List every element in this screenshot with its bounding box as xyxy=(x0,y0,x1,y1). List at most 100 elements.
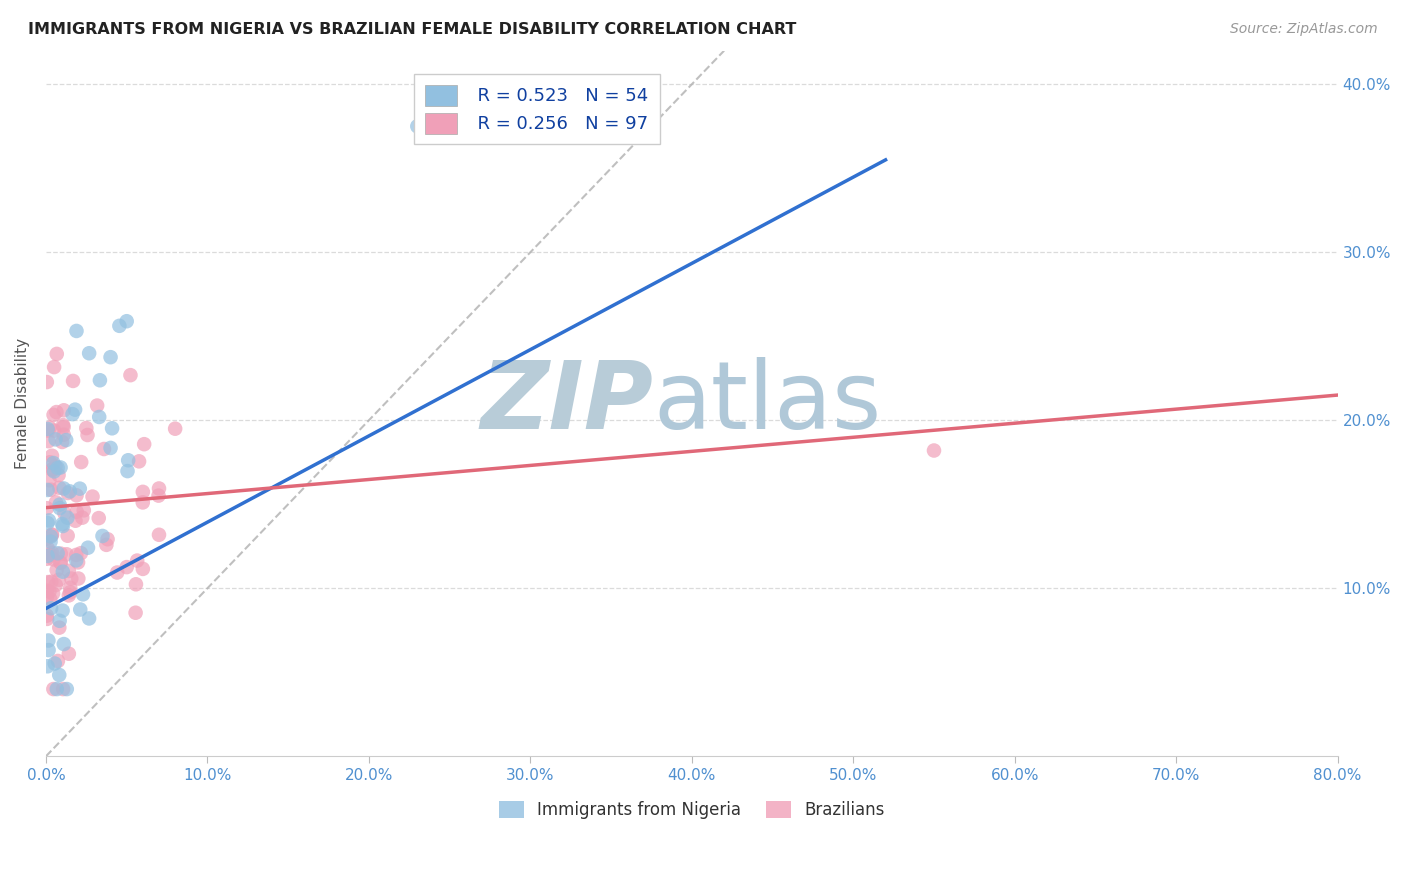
Point xyxy=(39,529,62,543)
Point xyxy=(38,584,60,599)
Point xyxy=(65,514,87,528)
Point xyxy=(39,592,62,607)
Point xyxy=(38,643,60,657)
Point xyxy=(49,556,72,570)
Point xyxy=(49,501,72,516)
Point xyxy=(42,408,65,422)
Point xyxy=(49,556,72,570)
Point xyxy=(39,483,62,497)
Point xyxy=(52,565,75,579)
Point xyxy=(63,402,86,417)
Point xyxy=(165,422,187,436)
Point xyxy=(35,608,58,623)
Point xyxy=(55,433,77,447)
Point xyxy=(38,455,60,469)
Point xyxy=(58,564,80,578)
Point xyxy=(67,555,90,569)
Point xyxy=(35,375,58,389)
Point xyxy=(37,659,59,673)
Point xyxy=(35,591,58,605)
Point xyxy=(52,519,75,533)
Point xyxy=(87,511,110,525)
Point xyxy=(69,482,91,496)
Point xyxy=(72,510,94,524)
Point xyxy=(77,541,100,555)
Point xyxy=(100,350,122,364)
Point xyxy=(46,546,69,560)
Point xyxy=(45,347,67,361)
Point xyxy=(48,481,70,495)
Point xyxy=(406,120,429,134)
Point xyxy=(45,433,67,447)
Legend: Immigrants from Nigeria, Brazilians: Immigrants from Nigeria, Brazilians xyxy=(492,794,891,825)
Point xyxy=(35,532,58,546)
Point xyxy=(70,546,93,560)
Point xyxy=(134,437,156,451)
Point xyxy=(45,405,67,419)
Point xyxy=(148,528,170,542)
Point xyxy=(60,572,83,586)
Point xyxy=(76,428,98,442)
Point xyxy=(52,637,75,651)
Point xyxy=(52,482,75,496)
Point xyxy=(132,484,155,499)
Point xyxy=(37,549,59,563)
Point xyxy=(86,399,108,413)
Point xyxy=(59,585,82,599)
Point xyxy=(108,318,131,333)
Point xyxy=(53,506,76,520)
Point xyxy=(39,548,62,562)
Point xyxy=(65,553,87,567)
Point xyxy=(55,547,77,561)
Point xyxy=(62,407,84,421)
Point xyxy=(42,464,65,478)
Point xyxy=(148,489,170,503)
Point xyxy=(49,547,72,561)
Point xyxy=(62,374,84,388)
Point xyxy=(41,449,63,463)
Point xyxy=(37,483,59,497)
Point xyxy=(41,462,63,476)
Point xyxy=(93,442,115,456)
Point xyxy=(100,441,122,455)
Point xyxy=(58,647,80,661)
Point xyxy=(75,421,97,435)
Point xyxy=(45,578,67,592)
Point xyxy=(69,602,91,616)
Point xyxy=(59,581,82,595)
Point xyxy=(97,533,120,547)
Point xyxy=(56,510,79,524)
Point xyxy=(52,420,75,434)
Point xyxy=(922,443,945,458)
Point xyxy=(44,657,66,671)
Point xyxy=(59,484,82,499)
Point xyxy=(52,603,75,617)
Point xyxy=(42,681,65,696)
Point xyxy=(52,418,75,433)
Point xyxy=(127,553,149,567)
Point xyxy=(42,552,65,566)
Point xyxy=(41,528,63,542)
Point xyxy=(77,611,100,625)
Point xyxy=(67,572,90,586)
Text: atlas: atlas xyxy=(652,358,882,450)
Point xyxy=(77,346,100,360)
Point xyxy=(35,501,58,516)
Point xyxy=(132,495,155,509)
Point xyxy=(35,551,58,566)
Point xyxy=(48,668,70,682)
Point xyxy=(39,574,62,589)
Point xyxy=(48,468,70,483)
Point xyxy=(37,434,59,449)
Point xyxy=(46,654,69,668)
Text: IMMIGRANTS FROM NIGERIA VS BRAZILIAN FEMALE DISABILITY CORRELATION CHART: IMMIGRANTS FROM NIGERIA VS BRAZILIAN FEM… xyxy=(28,22,796,37)
Point xyxy=(148,482,170,496)
Point xyxy=(37,633,59,648)
Point xyxy=(65,505,87,519)
Point xyxy=(128,454,150,468)
Text: ZIP: ZIP xyxy=(481,358,652,450)
Point xyxy=(73,503,96,517)
Point xyxy=(37,422,59,436)
Point xyxy=(117,464,139,478)
Point xyxy=(37,516,59,530)
